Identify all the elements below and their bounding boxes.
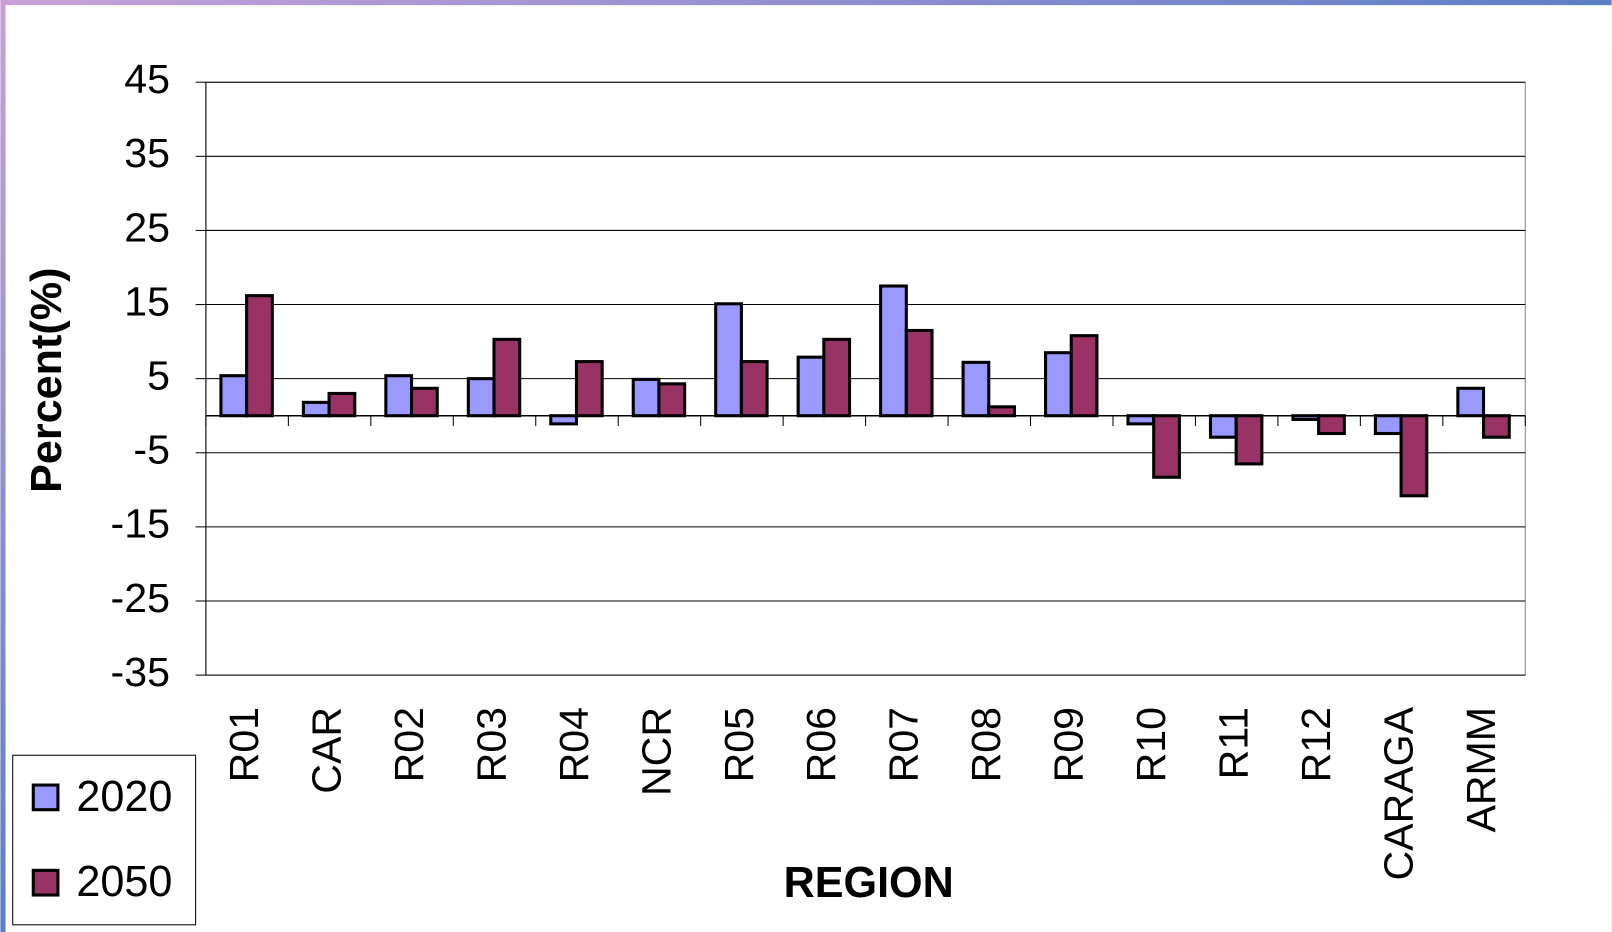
bar <box>1291 414 1321 421</box>
bar <box>714 302 743 418</box>
y-tick-label: -5 <box>133 427 170 473</box>
y-tick-label: -35 <box>111 649 170 695</box>
legend-label: 2020 <box>76 773 172 821</box>
y-tick-label: -25 <box>111 575 170 621</box>
bar <box>1044 351 1073 418</box>
bar <box>904 328 934 418</box>
bar <box>822 337 852 418</box>
y-tick-label: 15 <box>124 278 170 324</box>
bar <box>301 400 331 418</box>
x-axis-title: REGION <box>784 859 954 907</box>
legend-marker <box>31 868 60 897</box>
bar <box>657 382 687 418</box>
y-tick-label: 35 <box>124 130 170 176</box>
y-tick-label: 5 <box>147 353 170 399</box>
bar <box>961 360 991 418</box>
bar <box>384 374 414 418</box>
x-tick-label: NCR <box>633 707 679 796</box>
bar <box>631 377 661 418</box>
bar <box>549 414 579 426</box>
bar <box>1152 414 1181 479</box>
bar <box>1482 414 1511 439</box>
bar <box>492 337 522 418</box>
x-tick-label: R11 <box>1211 707 1257 779</box>
bar <box>739 360 769 418</box>
x-tick-label: R03 <box>468 707 514 782</box>
bar <box>879 284 908 418</box>
x-tick-label: R09 <box>1046 707 1092 782</box>
x-tick-label: R05 <box>716 707 762 782</box>
bar <box>245 294 274 418</box>
bar <box>1126 414 1156 426</box>
bar <box>327 391 357 418</box>
x-tick-label: R10 <box>1128 707 1174 782</box>
bar <box>796 355 826 418</box>
bar <box>574 360 604 418</box>
x-tick-label: R02 <box>386 707 432 782</box>
bar <box>1373 414 1403 436</box>
bar <box>466 377 496 418</box>
bar <box>1456 386 1486 418</box>
bar <box>987 405 1017 418</box>
bar <box>219 374 249 418</box>
x-tick-label: R06 <box>798 707 844 782</box>
bar <box>410 386 439 418</box>
x-tick-label: ARMM <box>1458 707 1504 833</box>
x-tick-label: R04 <box>551 707 597 782</box>
bar <box>1317 414 1346 436</box>
y-tick-label: 45 <box>124 56 170 102</box>
x-tick-label: R08 <box>963 707 1009 782</box>
x-tick-label: R12 <box>1293 707 1339 782</box>
y-tick-label: -15 <box>111 501 170 547</box>
y-tick-label: 25 <box>124 204 170 250</box>
x-tick-label: R07 <box>881 707 927 782</box>
legend-marker <box>31 783 60 812</box>
x-tick-label: CAR <box>303 707 349 794</box>
bar <box>1208 414 1238 439</box>
bar <box>1399 414 1429 498</box>
bar <box>1234 414 1264 466</box>
x-tick-label: CARAGA <box>1375 706 1421 880</box>
x-tick-label: R01 <box>221 707 267 782</box>
bar <box>1069 334 1099 418</box>
legend-label: 2050 <box>76 858 172 906</box>
y-axis-title: Percent(%) <box>23 268 71 493</box>
